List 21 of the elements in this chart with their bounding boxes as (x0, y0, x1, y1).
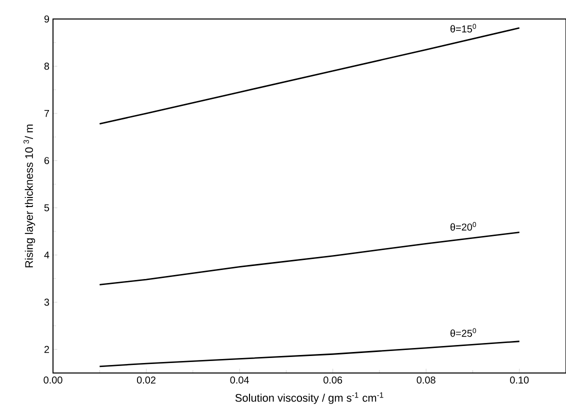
y-tick-label: 5 (44, 204, 50, 212)
x-tick-label: 0.08 (416, 376, 436, 384)
x-tick-label: 0.02 (136, 376, 156, 384)
x-tick-label: 0.00 (44, 376, 62, 384)
series-label: θ=15$^{0}$ (450, 24, 476, 32)
x-tick-label: 0.10 (510, 376, 529, 384)
y-tick-label: 3 (44, 298, 50, 306)
y-axis-title: Rising layer thickness 10 $^{3}$/ m (24, 124, 36, 268)
y-tick-label: 6 (44, 157, 50, 164)
y-tick-label: 8 (44, 62, 50, 70)
line-series (98, 232, 520, 286)
x-tick-label: 0.06 (324, 376, 342, 384)
line-series (98, 340, 520, 368)
series-label: θ=20$^{0}$ (450, 222, 476, 231)
y-tick-label: 7 (44, 110, 49, 117)
series-label: θ=25$^{0}$ (450, 328, 476, 337)
y-tick-label: 4 (44, 252, 50, 258)
x-axis-title: Solution viscosity / gm s$^{-1}$ cm$^{-1}$ (235, 392, 384, 404)
y-tick-label: 9 (44, 15, 50, 23)
x-tick-label: 0.04 (230, 376, 249, 384)
y-tick-label: 2 (44, 346, 49, 353)
